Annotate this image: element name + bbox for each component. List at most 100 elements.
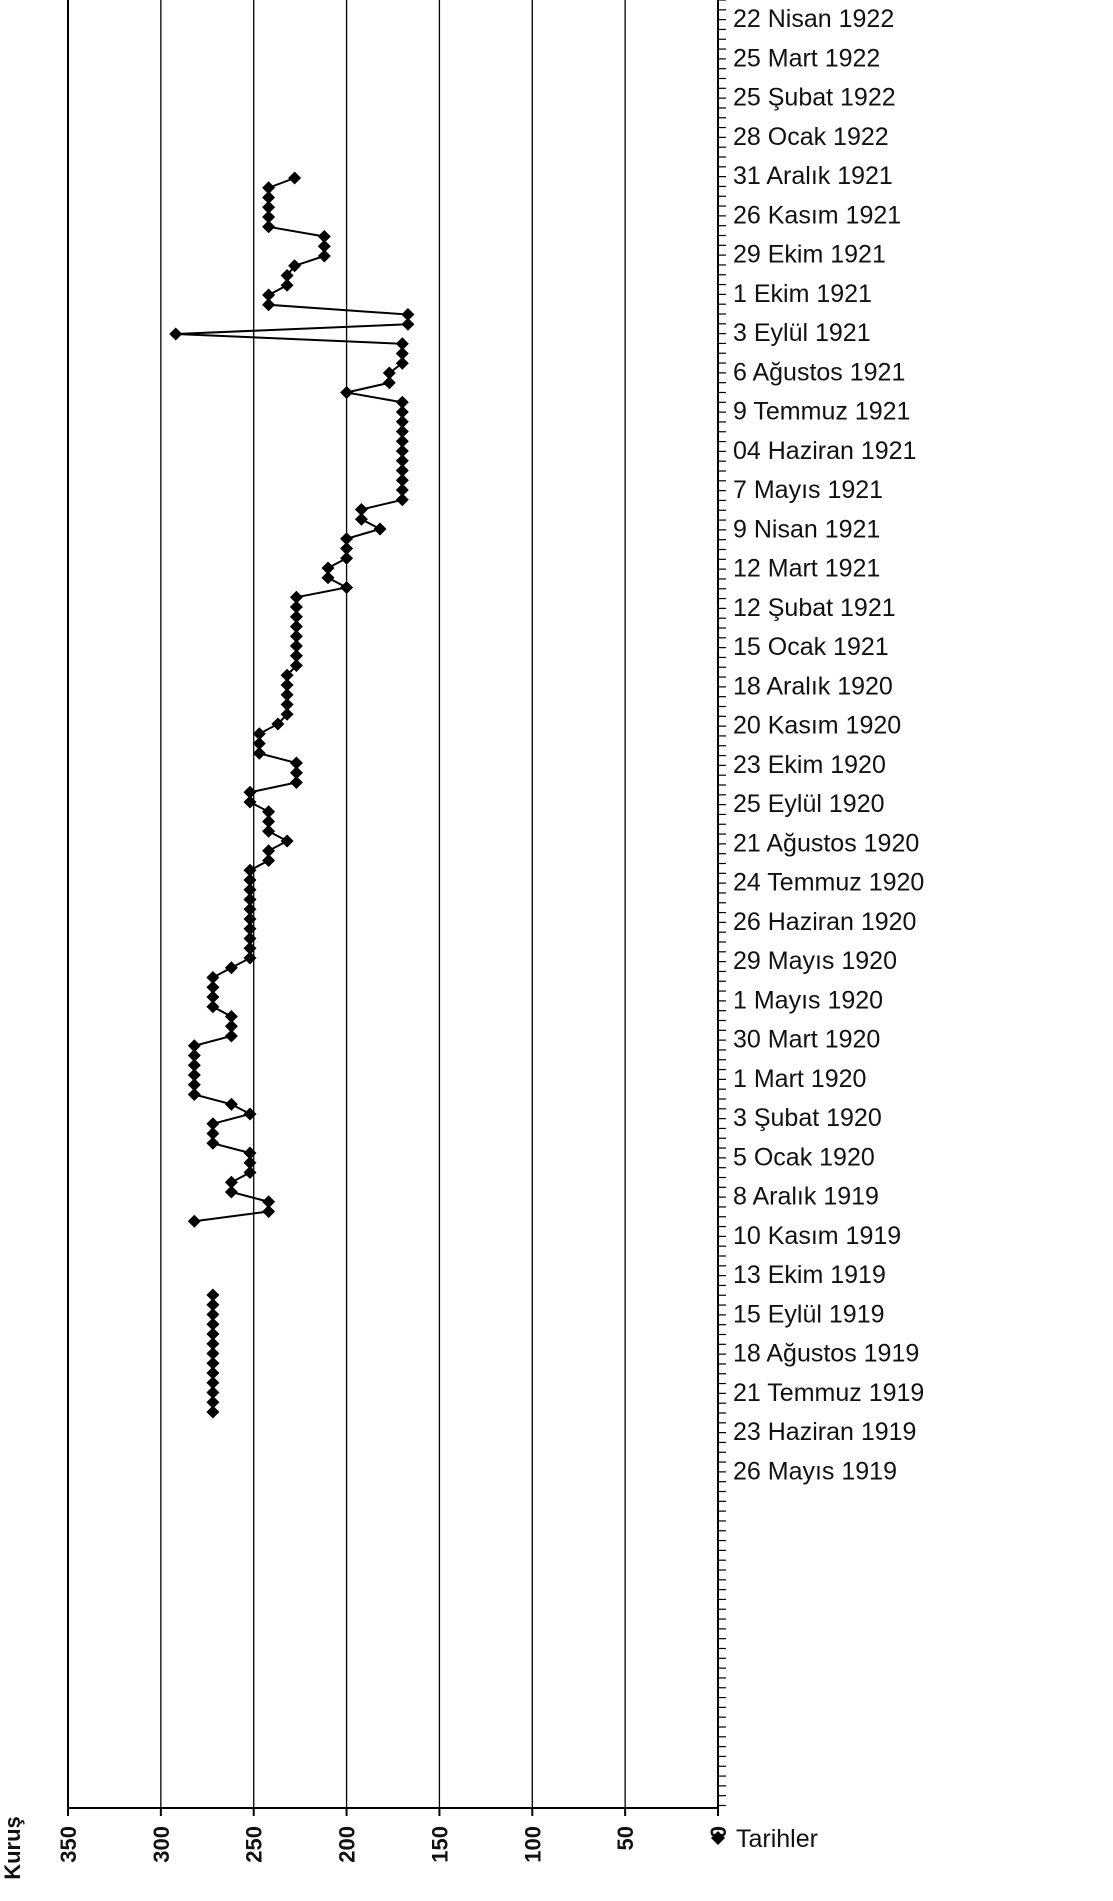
category-tick-label: 26 Mayıs 1919 [733, 1457, 897, 1485]
data-point-marker [206, 1000, 220, 1014]
data-point-marker [289, 610, 303, 624]
data-point-marker [206, 1347, 220, 1360]
category-tick-label: 15 Eylül 1919 [733, 1300, 885, 1328]
data-point-marker [340, 542, 354, 555]
category-tick-label: 20 Kasım 1920 [733, 712, 901, 740]
data-point-marker [243, 1166, 257, 1179]
data-point-marker [289, 659, 303, 672]
data-point-marker [262, 854, 276, 867]
data-point-marker [395, 464, 409, 477]
category-tick-label: 25 Şubat 1922 [733, 84, 896, 112]
category-tick-label: 24 Temmuz 1920 [733, 869, 924, 897]
data-point-marker [395, 483, 409, 497]
data-point-marker [262, 815, 276, 828]
category-tick-label: 1 Mayıs 1920 [733, 986, 883, 1014]
data-point-marker [206, 980, 220, 994]
data-point-marker [395, 356, 409, 370]
category-tick-label: 18 Ağustos 1919 [733, 1340, 919, 1368]
category-tick-label: 7 Mayıs 1921 [733, 476, 883, 504]
data-point-marker [206, 1317, 220, 1331]
category-tick-label: 15 Ocak 1921 [733, 633, 889, 661]
data-point-marker [243, 951, 257, 965]
series-line [175, 177, 409, 1223]
data-point-marker [187, 1078, 201, 1092]
data-point-marker [395, 473, 409, 487]
data-point-marker [395, 337, 409, 351]
data-point-marker [340, 551, 354, 565]
data-point-marker [262, 210, 276, 224]
data-point-marker [288, 171, 302, 185]
data-point-marker [243, 1156, 257, 1170]
data-point-marker [224, 961, 238, 975]
data-point-marker [206, 1136, 220, 1150]
data-point-marker [395, 454, 409, 468]
data-point-marker [373, 522, 387, 536]
data-point-marker [243, 893, 257, 906]
data-point-marker [206, 1327, 220, 1341]
data-point-marker [317, 239, 331, 253]
value-axis-title: Kuruş [0, 1816, 25, 1880]
data-point-marker [280, 278, 294, 292]
category-tick-label: 29 Ekim 1921 [733, 241, 886, 269]
category-tick-label: 1 Ekim 1921 [733, 280, 872, 308]
data-point-marker [206, 1117, 220, 1131]
value-tick-label: 350 [56, 1826, 81, 1863]
category-tick-label: 6 Ağustos 1921 [733, 358, 905, 386]
data-point-marker [187, 1068, 201, 1082]
data-point-marker [206, 990, 220, 1004]
data-point-marker [289, 756, 303, 770]
data-point-marker [262, 844, 276, 858]
data-point-marker [206, 1376, 220, 1390]
category-tick-label: 25 Mart 1922 [733, 44, 880, 72]
value-tick-label: 250 [242, 1826, 267, 1863]
data-point-marker [289, 629, 303, 643]
data-point-marker [280, 269, 294, 282]
data-point-marker [340, 386, 354, 399]
category-tick-label: 21 Temmuz 1919 [733, 1379, 924, 1407]
data-point-marker [262, 1205, 276, 1218]
legend-marker-diamond [711, 1831, 725, 1845]
data-point-marker [321, 571, 335, 585]
data-point-marker [289, 649, 303, 663]
data-point-marker [187, 1058, 201, 1072]
data-point-marker [243, 795, 257, 809]
value-tick-label: 100 [520, 1826, 545, 1863]
category-tick-label: 18 Aralık 1920 [733, 672, 893, 700]
data-point-marker [243, 912, 257, 926]
data-point-marker [252, 727, 266, 741]
data-point-marker [187, 1214, 201, 1228]
value-tick-label: 300 [149, 1826, 174, 1863]
data-point-marker [289, 639, 303, 653]
data-point-marker [395, 434, 409, 448]
data-point-marker [289, 600, 303, 614]
data-point-marker [206, 1298, 220, 1312]
category-tick-label: 21 Ağustos 1920 [733, 829, 919, 857]
category-tick-label: 3 Eylül 1921 [733, 319, 871, 347]
data-point-marker [382, 376, 396, 390]
category-tick-label: 26 Haziran 1920 [733, 908, 916, 936]
category-tick-label: 23 Haziran 1919 [733, 1418, 916, 1446]
category-tick-label: 1 Mart 1920 [733, 1065, 866, 1093]
data-point-marker [262, 200, 276, 214]
data-point-marker [243, 1146, 257, 1160]
data-point-marker [289, 776, 303, 789]
data-point-marker [382, 366, 396, 380]
data-point-marker [187, 1088, 201, 1101]
data-series [169, 171, 415, 1419]
category-tick-label: 10 Kasım 1919 [733, 1222, 901, 1250]
category-tick-label: 8 Aralık 1919 [733, 1183, 879, 1211]
data-point-marker [395, 444, 409, 458]
data-point-marker [401, 317, 415, 331]
category-tick-label: 29 Mayıs 1920 [733, 947, 897, 975]
data-point-marker [289, 590, 303, 604]
data-point-marker [243, 902, 257, 916]
category-tick-label: 5 Ocak 1920 [733, 1143, 875, 1171]
category-tick-label: 22 Nisan 1922 [733, 5, 894, 33]
value-tick-label: 200 [335, 1826, 360, 1863]
data-point-marker [395, 347, 409, 360]
data-point-marker [243, 785, 257, 799]
data-point-marker [340, 581, 354, 594]
category-tick-label: 12 Mart 1921 [733, 555, 880, 583]
